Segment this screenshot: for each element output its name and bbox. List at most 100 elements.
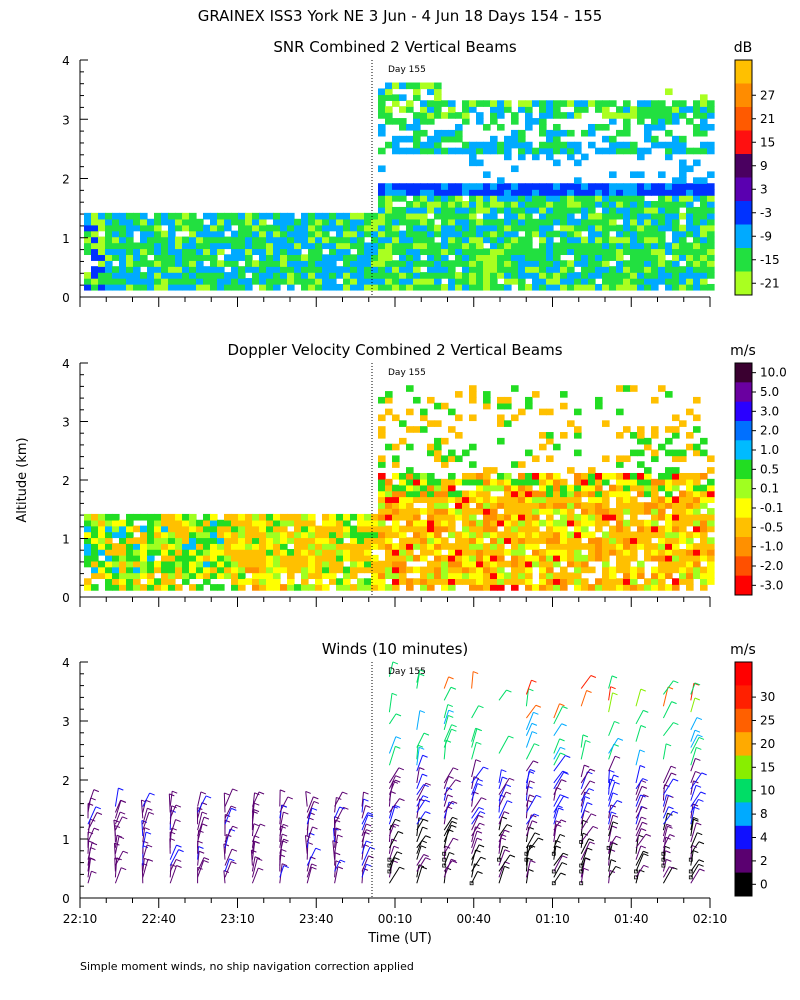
wind-barb xyxy=(388,775,397,790)
heatmap-cell xyxy=(651,283,659,291)
heatmap-cell xyxy=(483,266,491,273)
wind-barb xyxy=(580,764,585,778)
wind-barb-flag xyxy=(313,796,319,800)
wind-barb xyxy=(443,821,453,837)
heatmap-cell xyxy=(259,519,267,527)
heatmap-cell xyxy=(539,189,547,196)
heatmap-cell xyxy=(707,560,715,568)
heatmap-cell xyxy=(308,230,316,238)
heatmap-cell xyxy=(525,230,533,238)
wind-barb xyxy=(662,806,669,819)
heatmap-cell xyxy=(98,212,106,220)
wind-barb-flag xyxy=(589,768,596,772)
heatmap-cell xyxy=(700,472,708,480)
heatmap-cell xyxy=(406,549,414,556)
heatmap-cell xyxy=(371,242,379,250)
heatmap-cell xyxy=(602,147,610,155)
heatmap-cell xyxy=(546,560,554,568)
heatmap-cell xyxy=(441,218,449,226)
heatmap-cell xyxy=(469,272,477,279)
heatmap-cell xyxy=(490,578,498,585)
heatmap-cell xyxy=(672,230,680,238)
heatmap-cell xyxy=(686,266,694,273)
heatmap-cell xyxy=(623,426,631,433)
heatmap-cell xyxy=(672,283,680,291)
heatmap-cell xyxy=(518,502,526,509)
heatmap-cell xyxy=(581,584,589,591)
heatmap-cell xyxy=(644,478,652,486)
heatmap-cell xyxy=(686,272,694,279)
heatmap-cell xyxy=(553,278,561,285)
wind-barb-flag xyxy=(197,866,203,870)
heatmap-cell xyxy=(672,278,680,285)
heatmap-cell xyxy=(658,224,666,232)
heatmap-cell xyxy=(364,578,372,585)
wind-barb-flag xyxy=(533,760,539,764)
wind-barb xyxy=(635,794,644,813)
heatmap-cell xyxy=(350,218,358,226)
heatmap-cell xyxy=(196,260,204,267)
heatmap-cell xyxy=(182,224,190,232)
heatmap-cell xyxy=(588,218,596,226)
wind-barb xyxy=(498,769,502,784)
wind-barb xyxy=(635,853,644,872)
wind-barb-flag xyxy=(399,798,405,802)
heatmap-cell xyxy=(301,212,309,220)
heatmap-cell xyxy=(644,206,652,214)
heatmap-cell xyxy=(98,278,106,285)
heatmap-cell xyxy=(357,519,365,527)
heatmap-cell xyxy=(511,508,519,515)
heatmap-cell xyxy=(434,478,442,486)
heatmap-cell xyxy=(308,266,316,273)
heatmap-cell xyxy=(434,496,442,503)
heatmap-cell xyxy=(413,578,421,585)
heatmap-cell xyxy=(336,230,344,238)
heatmap-cell xyxy=(644,584,652,591)
heatmap-cell xyxy=(98,525,106,533)
heatmap-cell xyxy=(469,195,477,202)
heatmap-cell xyxy=(350,278,358,285)
x-axis-label: Time (UT) xyxy=(367,931,432,946)
heatmap-cell xyxy=(147,513,155,521)
heatmap-cell xyxy=(574,106,582,113)
heatmap-cell xyxy=(686,248,694,256)
heatmap-cell xyxy=(658,201,666,208)
wind-barb xyxy=(251,803,255,819)
heatmap-cell xyxy=(623,236,631,244)
heatmap-cell xyxy=(203,531,211,539)
heatmap-cell xyxy=(651,183,659,190)
wind-barb-flag xyxy=(643,709,649,713)
heatmap-cell xyxy=(693,484,701,492)
heatmap-cell xyxy=(378,502,386,509)
wind-barb-flag xyxy=(668,806,674,810)
heatmap-cell xyxy=(441,254,449,261)
heatmap-cell xyxy=(273,537,281,544)
heatmap-cell xyxy=(406,513,414,521)
wind-barb xyxy=(608,835,617,849)
heatmap-cell xyxy=(595,100,603,107)
heatmap-cell xyxy=(560,554,568,562)
heatmap-cell xyxy=(336,236,344,244)
heatmap-cell xyxy=(420,490,428,498)
wind-barb xyxy=(635,710,644,725)
wind-barb xyxy=(388,798,400,813)
heatmap-cell xyxy=(672,236,680,244)
heatmap-cell xyxy=(315,230,323,238)
heatmap-cell xyxy=(175,543,183,550)
heatmap-cell xyxy=(469,584,477,591)
wind-barb-flag xyxy=(395,775,401,779)
heatmap-cell xyxy=(441,135,449,143)
heatmap-cell xyxy=(532,201,540,208)
heatmap-cell xyxy=(525,224,533,232)
wind-barb xyxy=(142,859,149,878)
heatmap-cell xyxy=(266,560,274,568)
heatmap-cell xyxy=(112,278,120,285)
heatmap-cell xyxy=(623,278,631,285)
heatmap-cell xyxy=(175,278,183,285)
heatmap-cell xyxy=(378,478,386,486)
heatmap-cell xyxy=(266,260,274,267)
heatmap-cell xyxy=(161,266,169,273)
wind-barb xyxy=(388,823,395,837)
colorbar-swatch xyxy=(735,872,752,897)
heatmap-cell xyxy=(574,141,582,149)
